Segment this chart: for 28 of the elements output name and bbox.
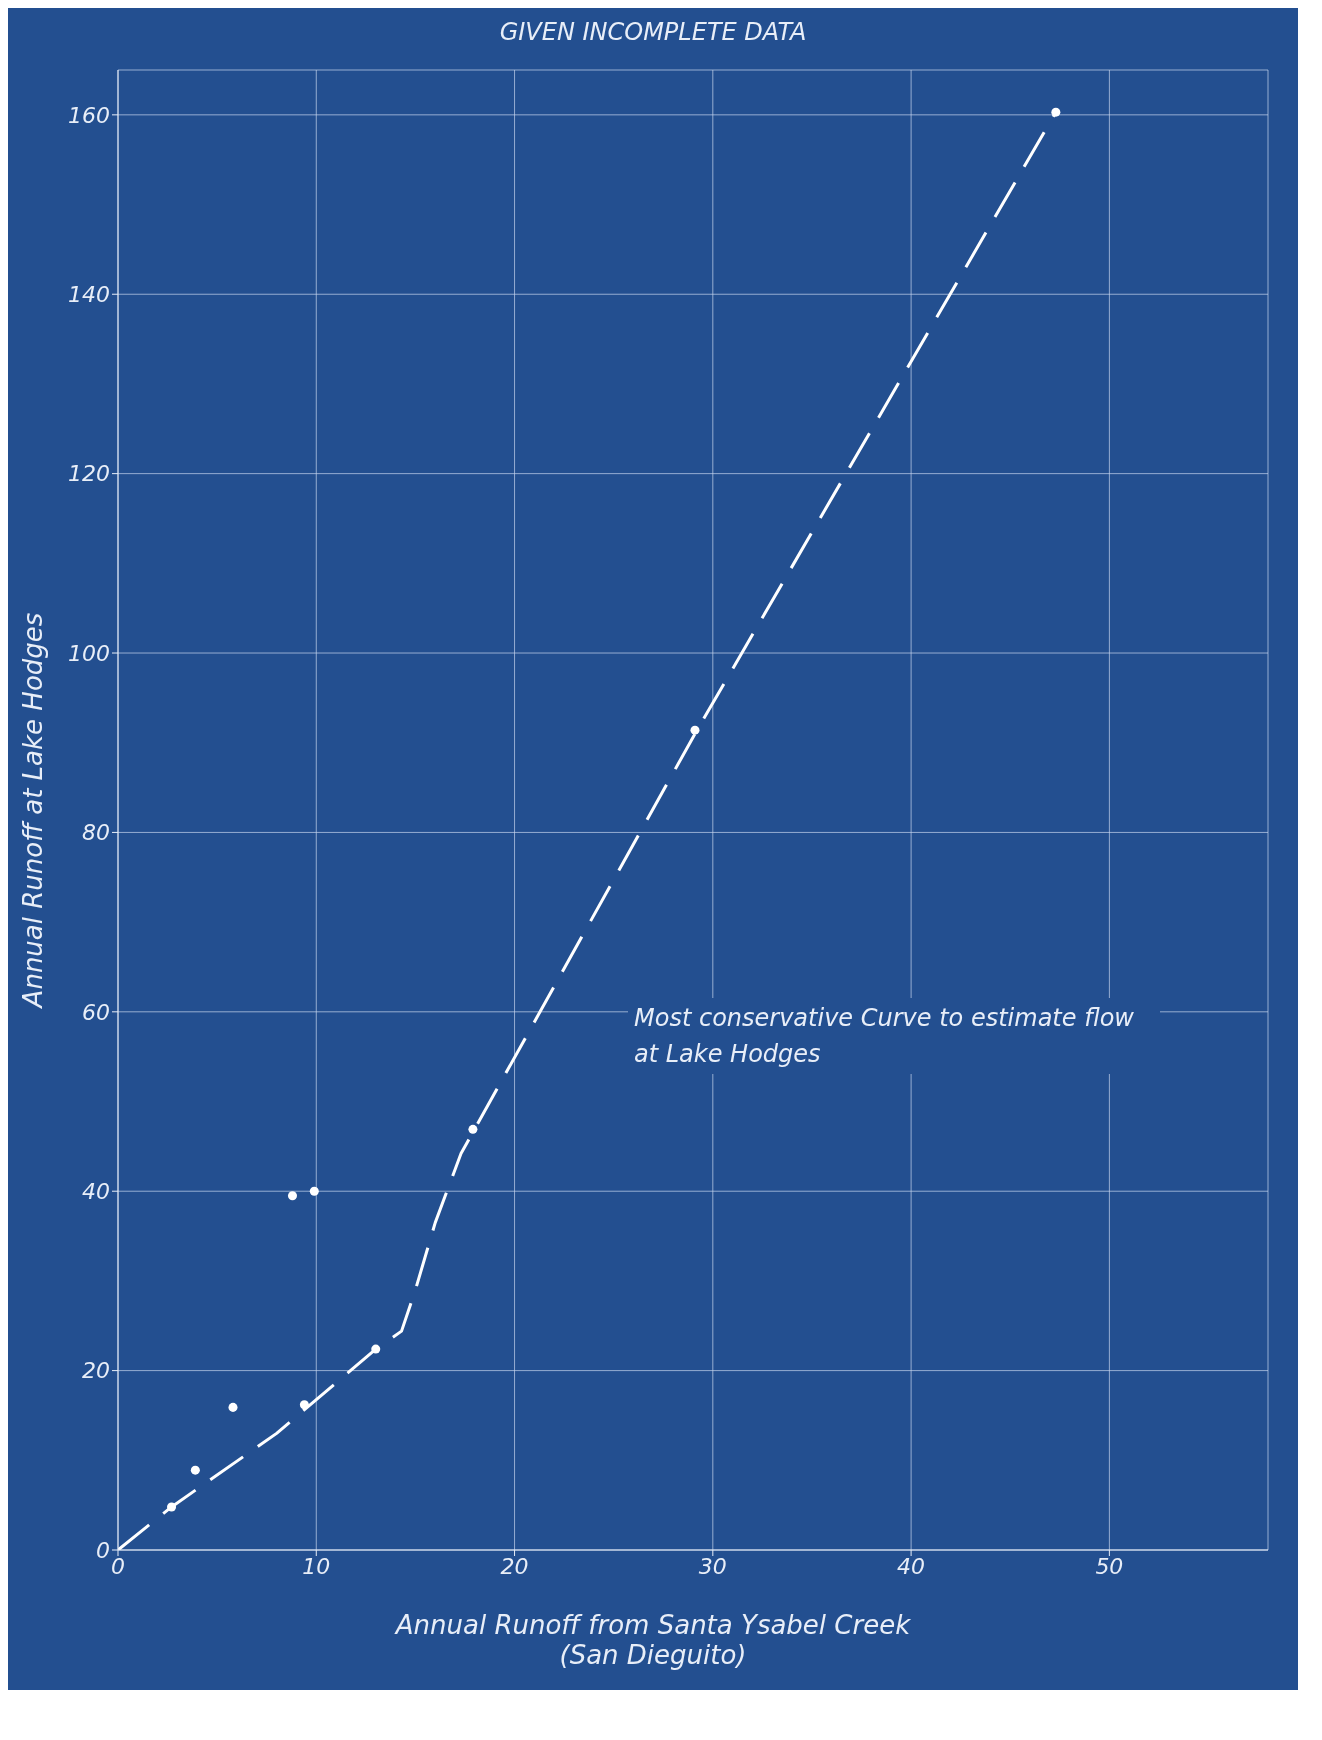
y-tick-label: 40 [82, 1179, 110, 1205]
x-tick-label: 20 [500, 1553, 529, 1579]
y-tick-label: 60 [82, 999, 110, 1025]
y-tick-label: 80 [82, 820, 110, 846]
point [1051, 107, 1061, 117]
point [190, 1465, 200, 1475]
chart-title: GIVEN INCOMPLETE DATA [498, 17, 808, 48]
y-tick-label: 20 [82, 1358, 110, 1384]
point [299, 1400, 309, 1410]
point [690, 725, 700, 735]
point [371, 1344, 381, 1354]
x-axis-title: Annual Runoff from Santa Ysabel Creek (San Dieguito) [393, 1610, 912, 1670]
point [167, 1502, 177, 1512]
annotation: Most conservative Curve to estimate flow at Lake Hodges [628, 998, 1160, 1074]
y-tick-label: 100 [68, 640, 110, 666]
x-tick-label: 40 [897, 1553, 926, 1579]
y-tick-label: 140 [68, 282, 110, 308]
point [468, 1124, 478, 1134]
y-tick-label: 0 [96, 1537, 110, 1563]
y-tick-label: 160 [68, 102, 110, 128]
y-tick-label: 120 [68, 461, 110, 487]
point [287, 1191, 297, 1201]
y-axis-title: Annual Runoff at Lake Hodges [18, 612, 49, 1010]
x-tick-label: 50 [1095, 1553, 1124, 1579]
point [309, 1186, 319, 1196]
x-tick-label: 10 [302, 1553, 331, 1579]
x-tick-label: 30 [698, 1553, 727, 1579]
point [228, 1402, 238, 1412]
